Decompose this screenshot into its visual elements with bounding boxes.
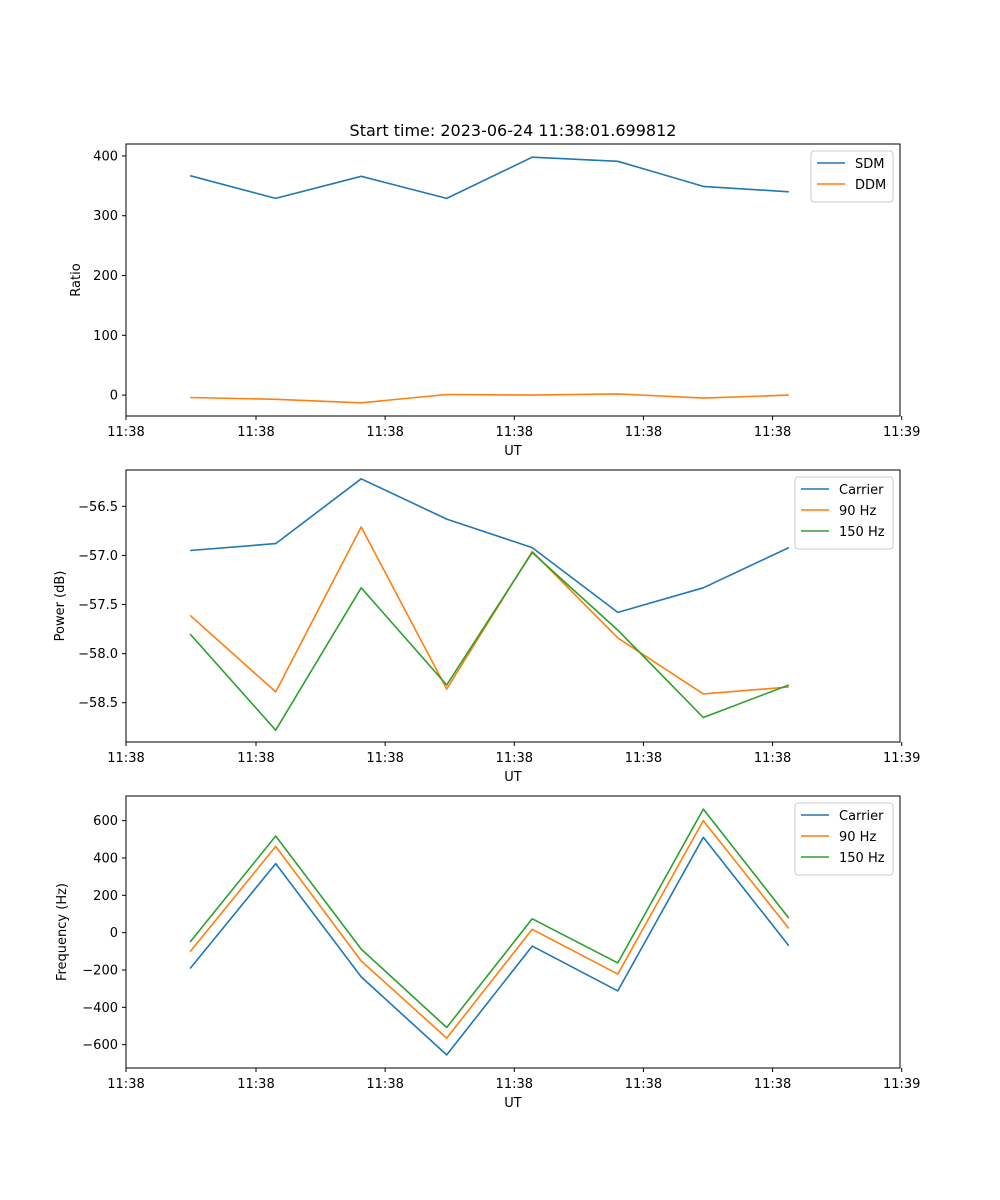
x-tick-label: 11:39 <box>883 1077 920 1092</box>
x-tick-label: 11:39 <box>883 425 920 440</box>
frequency-panel: 11:38 11:38 11:38 11:38 11:38 11:38 11:39 600 40… <box>55 795 920 1111</box>
series-line-150-hz <box>189 551 790 732</box>
series-line-90-hz <box>189 526 789 695</box>
x-tick-label: 11:38 <box>496 751 533 766</box>
y-axis-label: Power (dB) <box>53 571 68 642</box>
x-tick-label: 11:38 <box>366 1077 403 1092</box>
legend-label-90-hz: 90 Hz <box>839 830 876 845</box>
legend-label-150-hz: 150 Hz <box>839 851 885 866</box>
y-tick-label: 200 <box>93 889 118 904</box>
legend: Carrier 90 Hz 150 Hz <box>794 476 894 550</box>
axes-frame <box>125 469 901 743</box>
x-tick-label: 11:38 <box>754 1077 791 1092</box>
legend-label-150-hz: 150 Hz <box>839 525 885 540</box>
ratio-panel: 11:38 11:38 11:38 11:38 11:38 11:38 11:39 0 100 2… <box>69 143 920 459</box>
x-tick-label: 11:38 <box>625 751 662 766</box>
y-tick-label: −57.5 <box>78 598 118 613</box>
x-tick-label: 11:38 <box>107 425 144 440</box>
x-tick-label: 11:38 <box>754 751 791 766</box>
series-line-90-hz <box>189 819 790 1039</box>
series-line-150-hz <box>189 808 790 1029</box>
x-tick-label: 11:38 <box>366 425 403 440</box>
legend-label-carrier: Carrier <box>839 809 884 824</box>
x-tick-label: 11:38 <box>625 425 662 440</box>
y-axis-label: Ratio <box>69 263 84 296</box>
chart-title: Start time: 2023-06-24 11:38:01.699812 <box>350 121 677 140</box>
x-tick-label: 11:38 <box>625 1077 662 1092</box>
x-axis-label: UT <box>504 770 522 785</box>
legend-label-sdm: SDM <box>855 157 884 172</box>
y-tick-label: 400 <box>93 149 118 164</box>
axes-frame <box>125 795 901 1069</box>
x-tick-label: 11:38 <box>107 1077 144 1092</box>
y-tick-label: 200 <box>93 269 118 284</box>
series-line-carrier <box>189 836 790 1056</box>
legend-label-90-hz: 90 Hz <box>839 504 876 519</box>
x-tick-label: 11:38 <box>237 425 274 440</box>
x-tick-label: 11:38 <box>754 425 791 440</box>
y-tick-label: −56.5 <box>78 500 118 515</box>
legend: SDM DDM <box>810 150 894 203</box>
y-tick-label: 0 <box>110 926 118 941</box>
y-tick-label: 400 <box>93 851 118 866</box>
y-axis-label: Frequency (Hz) <box>55 883 70 981</box>
y-tick-label: −58.5 <box>78 696 118 711</box>
y-tick-label: 600 <box>93 814 118 829</box>
y-tick-label: 0 <box>110 389 118 404</box>
y-tick-label: −600 <box>82 1038 118 1053</box>
legend-label-ddm: DDM <box>855 178 886 193</box>
y-tick-label: 300 <box>93 209 118 224</box>
x-tick-label: 11:38 <box>107 751 144 766</box>
y-tick-label: 100 <box>93 329 118 344</box>
legend: Carrier 90 Hz 150 Hz <box>794 802 894 876</box>
x-tick-label: 11:38 <box>496 1077 533 1092</box>
y-tick-label: −400 <box>82 1001 118 1016</box>
y-tick-label: −57.0 <box>78 549 118 564</box>
x-tick-label: 11:38 <box>237 1077 274 1092</box>
y-tick-label: −58.0 <box>78 647 118 662</box>
power-panel: 11:38 11:38 11:38 11:38 11:38 11:38 11:39 −56.5… <box>53 469 920 785</box>
series-line-carrier <box>190 477 790 614</box>
series-line-ddm <box>190 393 789 404</box>
y-tick-label: −200 <box>82 963 118 978</box>
series-line-sdm <box>189 156 789 200</box>
x-tick-label: 11:38 <box>366 751 403 766</box>
axes-frame <box>125 143 901 417</box>
legend-label-carrier: Carrier <box>839 483 884 498</box>
x-tick-label: 11:38 <box>496 425 533 440</box>
x-tick-label: 11:38 <box>237 751 274 766</box>
x-axis-label: UT <box>504 444 522 459</box>
x-axis-label: UT <box>504 1096 522 1111</box>
x-tick-label: 11:39 <box>883 751 920 766</box>
